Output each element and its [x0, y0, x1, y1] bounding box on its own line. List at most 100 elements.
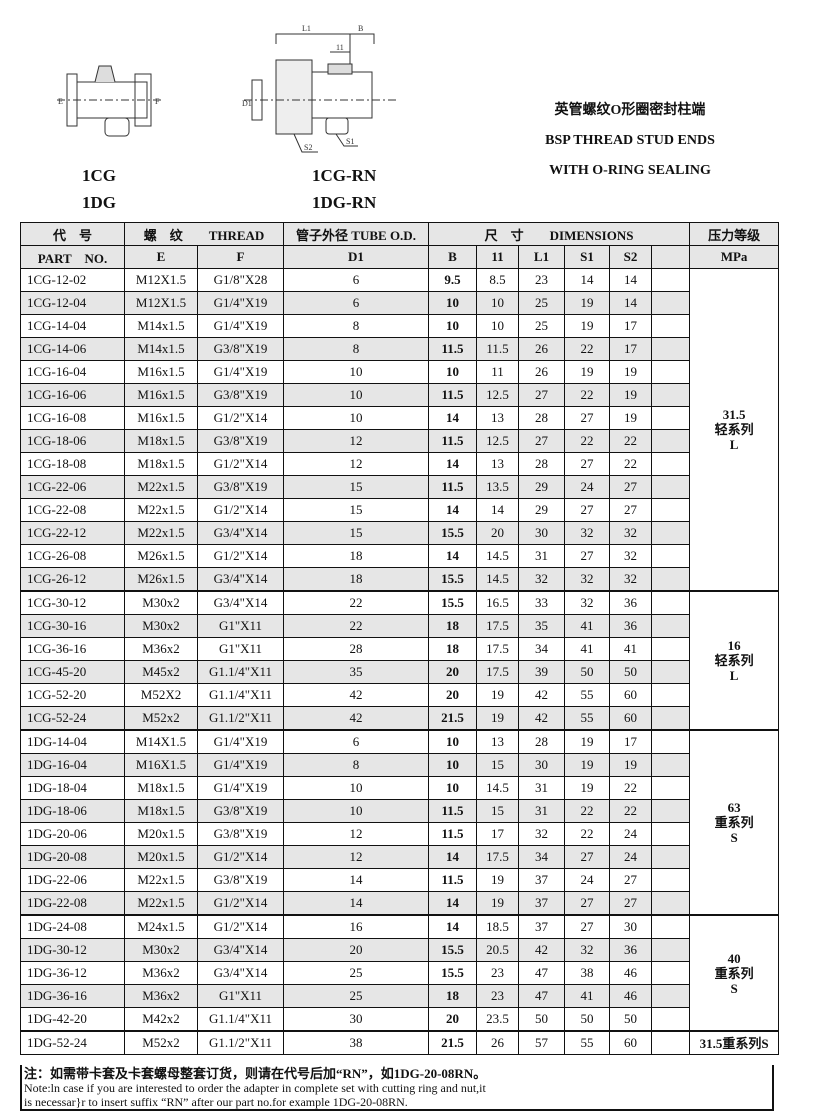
header-b: B — [428, 245, 477, 269]
dim-s2: 36 — [609, 614, 652, 638]
pressure-rating: 63 重系列 S — [689, 729, 780, 916]
dimension-label-l1: L1 — [302, 24, 311, 33]
blank-cell — [650, 961, 691, 985]
header-e: E — [124, 245, 198, 269]
dimension-label-s1: S1 — [346, 137, 354, 146]
table-row: 1CG-45-20 M45x2 G1.1/4"X11 35 20 17.5 39 50 50 — [20, 660, 779, 684]
part-no: 1CG-14-04 — [20, 314, 125, 338]
thread-f: G1/4"X19 — [197, 360, 284, 384]
table-row: 1DG-42-20 M42x2 G1.1/4"X11 30 20 23.5 50 50 50 — [20, 1007, 779, 1032]
dim-11: 10 — [476, 314, 519, 338]
dim-b: 14 — [428, 498, 477, 522]
tube-od-d1: 10 — [283, 799, 429, 823]
part-no: 1CG-52-24 — [20, 706, 125, 731]
dim-s1: 19 — [564, 776, 610, 800]
blank-cell — [650, 1030, 691, 1055]
dim-b: 21.5 — [428, 706, 477, 731]
thread-e: M26x1.5 — [124, 567, 198, 592]
dim-b: 15.5 — [428, 521, 477, 545]
tube-od-d1: 8 — [283, 753, 429, 777]
table-row: 1DG-24-08 M24x1.5 G1/2"X14 16 14 18.5 37 27 30 40… — [20, 914, 780, 1032]
dim-s2: 32 — [609, 521, 652, 545]
pressure-line: L — [729, 437, 739, 452]
dim-l1: 32 — [518, 822, 565, 846]
dim-b: 10 — [428, 314, 477, 338]
tube-od-d1: 35 — [283, 660, 429, 684]
dim-b: 14 — [428, 891, 477, 916]
thread-e: M16x1.5 — [124, 383, 198, 407]
dim-b: 11.5 — [428, 429, 477, 453]
thread-f: G1/2"X14 — [197, 498, 284, 522]
part-no: 1CG-36-16 — [20, 637, 125, 661]
blank-cell — [650, 683, 691, 707]
thread-f: G1"X11 — [197, 984, 284, 1008]
part-no: 1CG-14-06 — [20, 337, 125, 361]
blank-cell — [650, 567, 691, 592]
dim-s2: 14 — [609, 291, 652, 315]
dim-11: 19 — [476, 891, 519, 916]
part-no: 1DG-52-24 — [20, 1030, 125, 1055]
dim-l1: 30 — [518, 521, 565, 545]
dim-l1: 25 — [518, 291, 565, 315]
dim-l1: 32 — [518, 567, 565, 592]
part-no: 1DG-42-20 — [20, 1007, 125, 1032]
thread-f: G1.1/4"X11 — [197, 1007, 284, 1032]
thread-f: G3/8"X19 — [197, 337, 284, 361]
pressure-rating: 31.5 轻系列 L — [689, 268, 780, 592]
dim-l1: 28 — [518, 452, 565, 476]
dim-s2: 36 — [609, 938, 652, 962]
dim-s1: 27 — [564, 914, 610, 939]
dim-s1: 22 — [564, 383, 610, 407]
blank-cell — [650, 984, 691, 1008]
dim-11: 12.5 — [476, 429, 519, 453]
dim-l1: 29 — [518, 498, 565, 522]
dim-11: 17 — [476, 822, 519, 846]
blank-cell — [650, 637, 691, 661]
part-no: 1DG-22-08 — [20, 891, 125, 916]
dim-s2: 27 — [609, 868, 652, 892]
dim-s2: 27 — [609, 498, 652, 522]
dim-s2: 60 — [609, 1030, 652, 1055]
dim-s1: 19 — [564, 314, 610, 338]
note-chinese: 注：如需带卡套及卡套螺母整套订货，则请在代号后加“RN”，如1DG-20-08R… — [24, 1066, 487, 1081]
blank-cell — [650, 291, 691, 315]
thread-f: G1/2"X14 — [197, 406, 284, 430]
dim-l1: 31 — [518, 776, 565, 800]
dim-s2: 46 — [609, 984, 652, 1008]
dim-11: 17.5 — [476, 614, 519, 638]
blank-cell — [650, 822, 691, 846]
dim-l1: 47 — [518, 984, 565, 1008]
table-row: 1CG-30-16 M30x2 G1"X11 22 18 17.5 35 41 36 — [20, 614, 779, 638]
tube-od-d1: 38 — [283, 1030, 429, 1055]
dim-s1: 24 — [564, 868, 610, 892]
part-no: 1DG-36-16 — [20, 984, 125, 1008]
thread-e: M52x2 — [124, 706, 198, 731]
tube-od-d1: 8 — [283, 314, 429, 338]
dim-11: 16.5 — [476, 590, 519, 615]
dim-11: 14 — [476, 498, 519, 522]
dim-b: 21.5 — [428, 1030, 477, 1055]
blank-cell — [650, 498, 691, 522]
header-11: 11 — [476, 245, 519, 269]
tube-od-d1: 10 — [283, 383, 429, 407]
thread-f: G1/8"X28 — [197, 268, 284, 292]
thread-e: M42x2 — [124, 1007, 198, 1032]
thread-e: M22x1.5 — [124, 521, 198, 545]
header-part-no: PART NO. — [20, 245, 125, 269]
thread-e: M16x1.5 — [124, 406, 198, 430]
dim-l1: 42 — [518, 706, 565, 731]
dim-b: 11.5 — [428, 822, 477, 846]
dim-b: 18 — [428, 614, 477, 638]
dim-s2: 30 — [609, 914, 652, 939]
part-no: 1DG-24-08 — [20, 914, 125, 939]
dim-b: 11.5 — [428, 799, 477, 823]
tube-od-d1: 22 — [283, 590, 429, 615]
table-row: 1CG-16-08 M16x1.5 G1/2"X14 10 14 13 28 27 19 — [20, 406, 779, 430]
part-no: 1CG-26-12 — [20, 567, 125, 592]
table-row: 1DG-20-06 M20x1.5 G3/8"X19 12 11.5 17 32 22 24 — [20, 822, 779, 846]
header-d1: D1 — [283, 245, 429, 269]
thread-e: M36x2 — [124, 984, 198, 1008]
dim-s2: 60 — [609, 683, 652, 707]
blank-cell — [650, 845, 691, 869]
table-row: 1DG-36-16 M36x2 G1"X11 25 18 23 47 41 46 — [20, 984, 779, 1008]
